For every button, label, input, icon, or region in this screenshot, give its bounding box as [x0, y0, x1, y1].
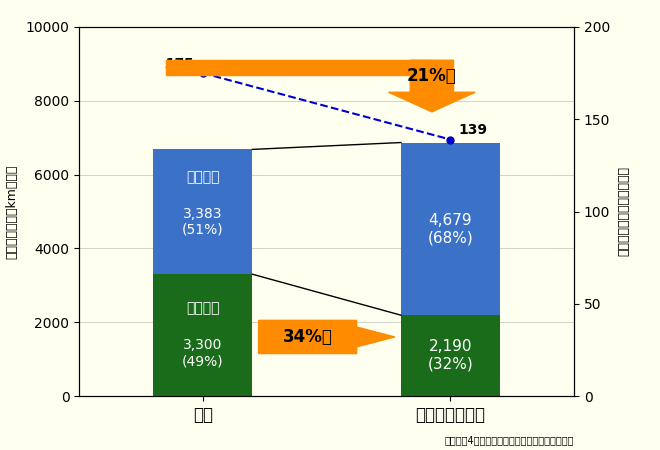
Text: 34%減: 34%減 [282, 328, 333, 346]
Text: 出典：第4回東京都市圏物資流調査資料より作成: 出典：第4回東京都市圏物資流調査資料より作成 [445, 435, 574, 445]
Y-axis label: 総走行量（千台km／日）: 総走行量（千台km／日） [6, 164, 18, 259]
Text: 3,383
(51%): 3,383 (51%) [182, 207, 224, 237]
Text: 3,300
(49%): 3,300 (49%) [182, 338, 224, 369]
Bar [153, 149, 252, 274]
Polygon shape [389, 60, 475, 112]
Bar [153, 274, 252, 396]
Bar [166, 60, 432, 75]
Text: 高速道路: 高速道路 [186, 170, 220, 184]
Polygon shape [259, 320, 395, 354]
Text: 2,190
(32%): 2,190 (32%) [428, 339, 473, 372]
Bar [401, 315, 500, 396]
Text: 21%減: 21%減 [407, 67, 457, 85]
Text: 139: 139 [459, 123, 488, 137]
Y-axis label: 総走行時間（千時間／日）: 総走行時間（千時間／日） [617, 166, 630, 256]
Bar [401, 143, 500, 315]
Text: 一般道路: 一般道路 [186, 302, 220, 315]
Text: 4,679
(68%): 4,679 (68%) [428, 213, 473, 245]
Text: 175: 175 [164, 57, 193, 71]
